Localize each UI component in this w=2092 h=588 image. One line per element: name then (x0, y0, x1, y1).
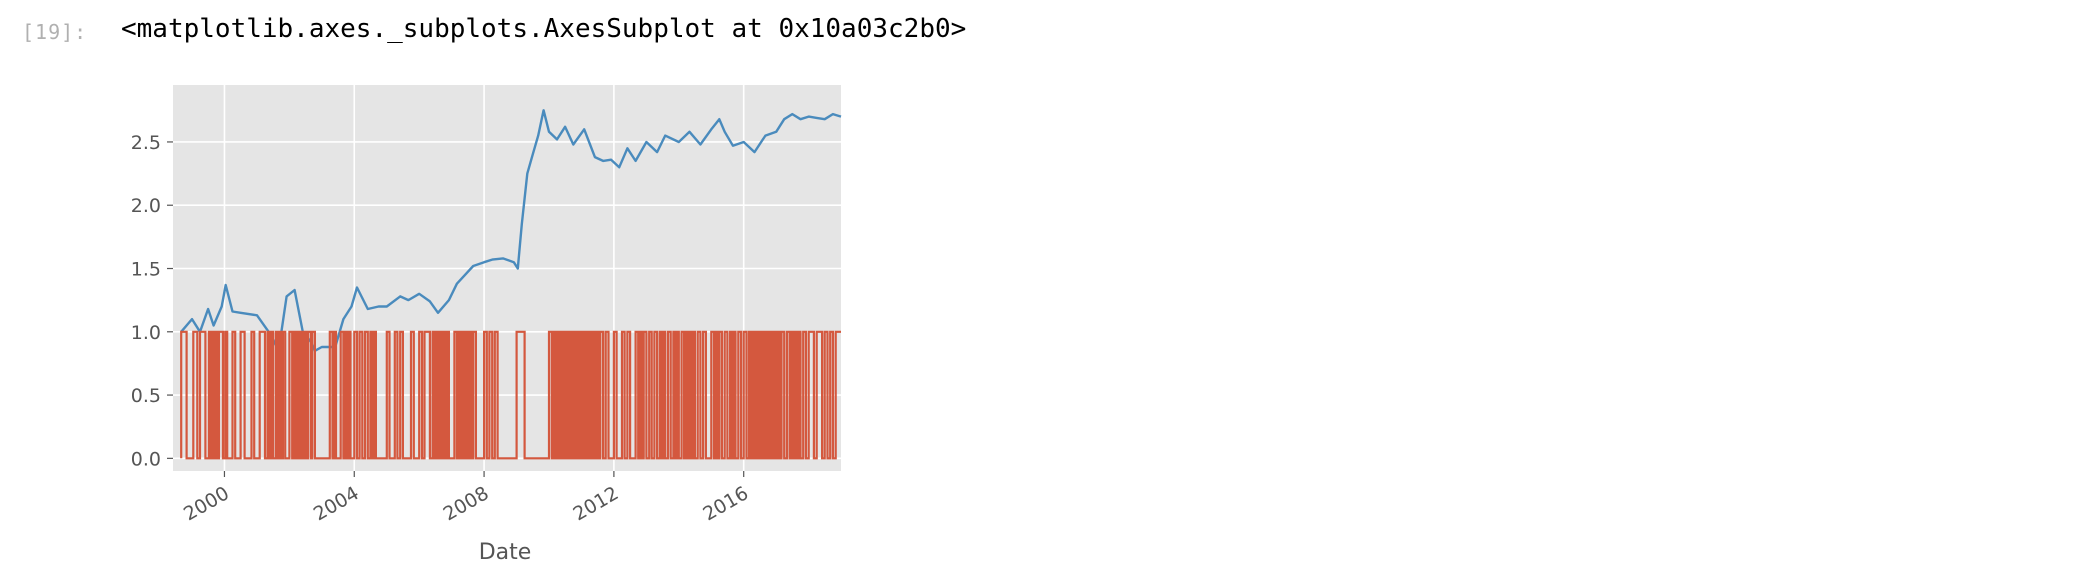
x-tick-label: 2004 (310, 482, 363, 525)
series-layer (180, 109, 842, 460)
x-tick-label: 2000 (180, 482, 233, 525)
x-axis: 2000 2004 2008 2012 2016 (180, 471, 752, 526)
y-tick-label: 2.0 (131, 195, 161, 217)
y-tick-label: 2.5 (131, 132, 161, 154)
x-tick-label: 2008 (440, 482, 493, 525)
x-tick-label: 2012 (570, 482, 623, 525)
y-tick-label: 1.5 (131, 259, 161, 281)
execution-count-prompt: [19]: (22, 20, 88, 44)
series-line-signal (180, 330, 841, 460)
x-tick-label: 2016 (699, 482, 752, 525)
y-tick-label: 0.5 (131, 385, 161, 407)
y-axis: 0.0 0.5 1.0 1.5 2.0 2.5 (131, 132, 173, 470)
y-tick-label: 1.0 (131, 322, 161, 344)
series-line-strategy (180, 109, 842, 352)
y-tick-label: 0.0 (131, 448, 161, 470)
output-text: <matplotlib.axes._subplots.AxesSubplot a… (121, 14, 967, 44)
x-axis-label: Date (479, 540, 532, 565)
